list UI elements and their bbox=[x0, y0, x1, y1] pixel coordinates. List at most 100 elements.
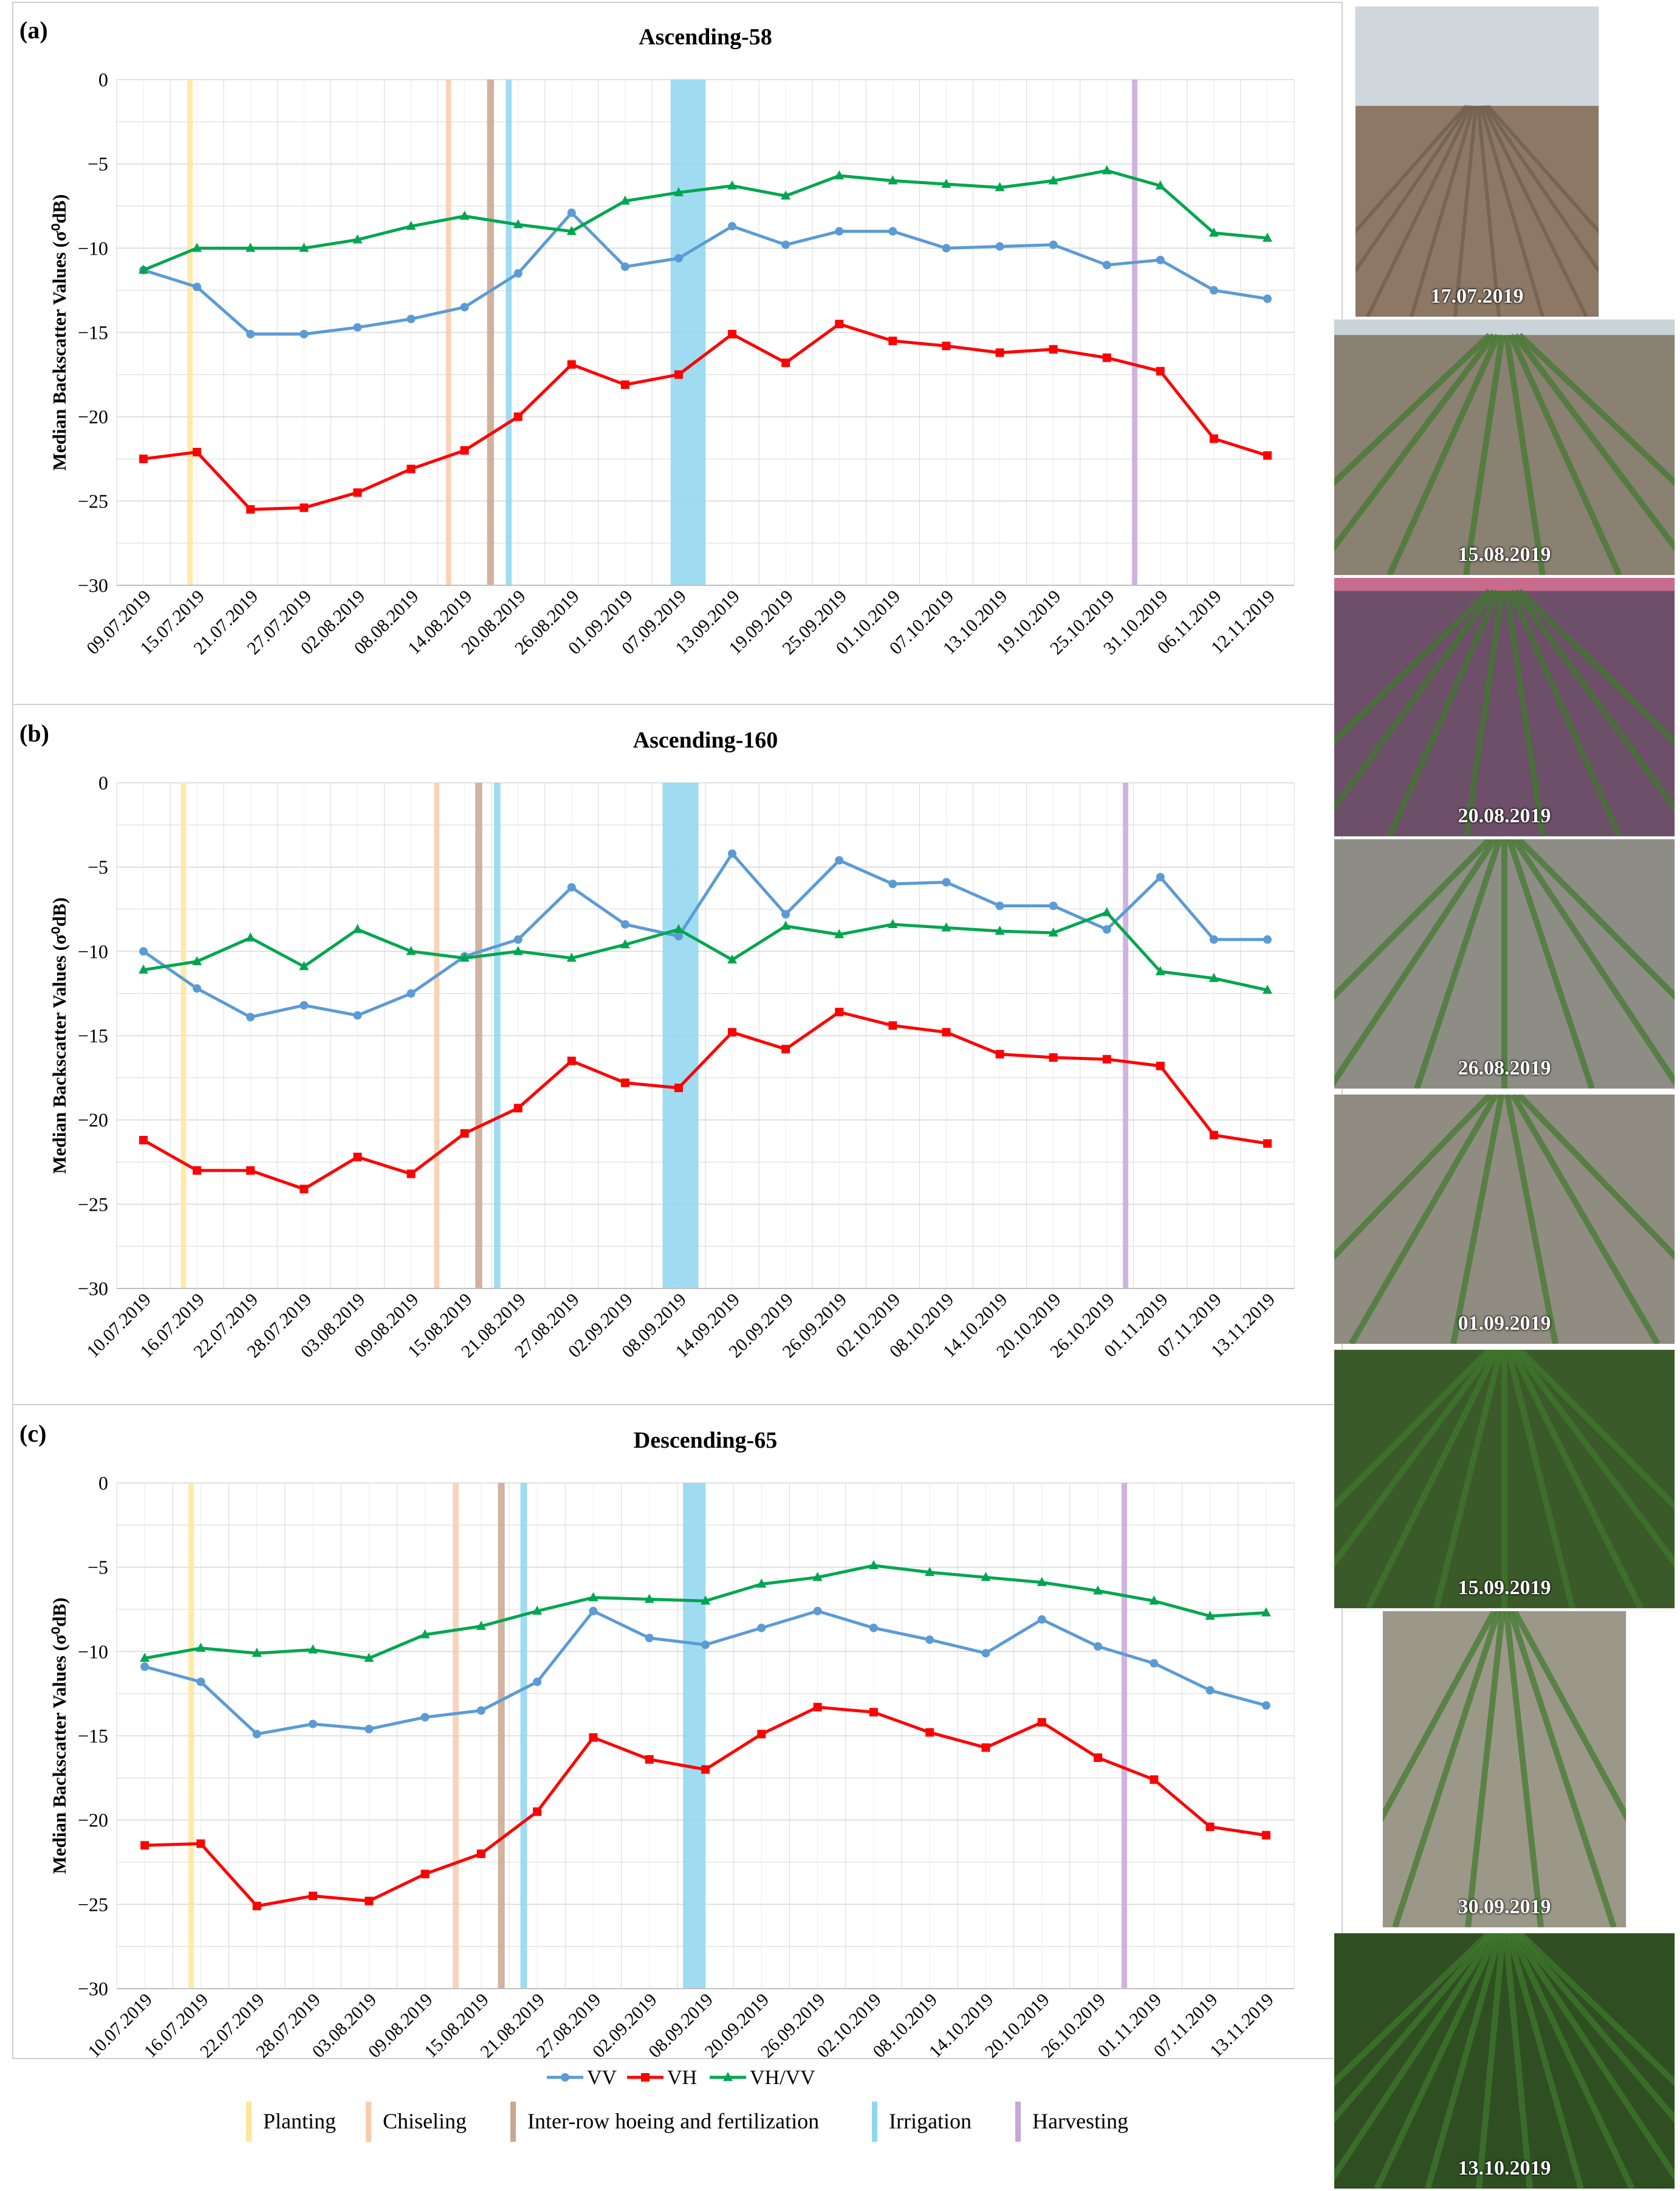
y-tick-label: −10 bbox=[78, 237, 108, 259]
data-point-vv bbox=[1156, 255, 1165, 264]
data-point-vh bbox=[140, 1841, 149, 1850]
data-point-vh-vv bbox=[1149, 1595, 1159, 1605]
photo-crop-row bbox=[1334, 1933, 1491, 2086]
photo-date-label: 15.08.2019 bbox=[1458, 543, 1551, 566]
data-point-vv bbox=[869, 1623, 878, 1632]
data-point-vh bbox=[1049, 1053, 1058, 1062]
data-point-vh bbox=[196, 1839, 205, 1848]
data-point-vh bbox=[1263, 451, 1272, 460]
photo-crop-row bbox=[1506, 1933, 1584, 2189]
data-point-vv bbox=[252, 1730, 261, 1739]
field-photo-drawing bbox=[1356, 7, 1599, 317]
data-point-vh-vv bbox=[756, 1578, 767, 1588]
photo-ground bbox=[1383, 1611, 1626, 1927]
data-point-vv bbox=[925, 1635, 934, 1644]
data-point-vv bbox=[942, 878, 951, 887]
data-point-vv bbox=[139, 947, 148, 956]
photo-crop-row bbox=[1425, 1933, 1503, 2189]
data-point-vh bbox=[620, 380, 629, 389]
data-point-vv bbox=[620, 920, 629, 929]
data-point-vv bbox=[513, 269, 523, 278]
data-point-vv bbox=[813, 1606, 822, 1615]
data-point-vv bbox=[1263, 294, 1272, 303]
data-point-vh bbox=[942, 342, 951, 351]
data-point-vv bbox=[1205, 1686, 1215, 1695]
y-tick-label: −5 bbox=[87, 856, 108, 878]
photo-crop-row bbox=[1507, 334, 1622, 575]
event-band-planting bbox=[187, 80, 193, 585]
data-point-vv bbox=[476, 1706, 485, 1715]
data-point-vh bbox=[193, 1166, 202, 1175]
data-point-vh-vv bbox=[1155, 966, 1165, 975]
data-point-vv bbox=[835, 227, 844, 236]
photo-crop-row bbox=[1334, 839, 1492, 1000]
legend-series-label: VV bbox=[587, 2066, 617, 2089]
data-point-vv bbox=[1156, 873, 1165, 882]
data-point-vh-vv bbox=[834, 170, 845, 180]
data-point-vv bbox=[460, 303, 469, 312]
field-photo-drawing bbox=[1334, 320, 1675, 575]
photo-crop-row bbox=[1387, 334, 1501, 575]
event-band-irrigation bbox=[662, 783, 699, 1288]
photo-crop-row bbox=[1503, 590, 1546, 836]
y-axis-label: Median Backscatter Values (σ⁰dB) bbox=[49, 898, 70, 1174]
y-tick-label: −15 bbox=[78, 1025, 108, 1047]
photo-crop-row bbox=[1453, 105, 1478, 317]
data-point-vh bbox=[567, 1056, 576, 1065]
legend-event-swatch bbox=[872, 2102, 877, 2142]
photo-crop-row bbox=[1517, 588, 1675, 746]
data-point-vh-vv bbox=[566, 225, 577, 235]
legend-event-swatch bbox=[1015, 2102, 1021, 2142]
data-point-vh-vv bbox=[532, 1605, 543, 1615]
data-point-vh bbox=[353, 488, 362, 497]
data-point-vv bbox=[781, 240, 790, 249]
data-point-vv bbox=[888, 879, 897, 889]
photo-crop-row bbox=[1463, 334, 1506, 575]
data-point-vh bbox=[1261, 1831, 1270, 1840]
data-point-vv bbox=[567, 882, 576, 892]
panel-divider bbox=[12, 704, 1343, 705]
data-point-vh-vv bbox=[925, 1566, 935, 1576]
data-point-vh bbox=[589, 1733, 598, 1742]
photo-column: 17.07.2019 15.08.2019 20.08.2019 26.08.2019… bbox=[1334, 0, 1680, 2191]
photo-crop-row bbox=[1334, 1933, 1494, 2124]
data-point-vh-vv bbox=[406, 946, 416, 955]
data-point-vv bbox=[1209, 935, 1218, 944]
data-point-vv bbox=[1049, 240, 1058, 249]
y-tick-label: −15 bbox=[78, 1725, 108, 1747]
data-point-vh bbox=[1209, 434, 1218, 443]
data-point-vh-vv bbox=[588, 1592, 598, 1601]
data-point-vh bbox=[981, 1743, 990, 1752]
data-point-vh-vv bbox=[941, 178, 951, 188]
data-point-vh bbox=[420, 1869, 430, 1879]
event-band-harvesting bbox=[1123, 783, 1128, 1288]
data-point-vh bbox=[139, 455, 148, 463]
data-point-vv bbox=[300, 329, 309, 339]
data-point-vh-vv bbox=[352, 234, 363, 244]
chart-title: Descending-65 bbox=[634, 1428, 777, 1453]
data-point-vv bbox=[193, 984, 202, 993]
chart-a-svg: (a) Ascending-58 0 −5 −10 −15 −20 −25 −30 Median … bbox=[19, 16, 1295, 658]
data-point-vh-vv bbox=[459, 210, 470, 220]
data-point-vh-vv bbox=[513, 946, 523, 955]
data-point-vh-vv bbox=[727, 180, 738, 190]
data-point-vh bbox=[1156, 1061, 1165, 1070]
data-point-vv bbox=[728, 849, 737, 858]
photo-crop-row bbox=[1513, 1350, 1675, 1568]
data-point-vh-vv bbox=[812, 1572, 823, 1581]
data-point-vv bbox=[995, 901, 1004, 910]
y-axis-label: Median Backscatter Values (σ⁰dB) bbox=[49, 194, 70, 471]
data-point-vh bbox=[1037, 1718, 1046, 1727]
field-photo-drawing bbox=[1334, 1933, 1675, 2189]
data-point-vh bbox=[757, 1730, 766, 1739]
data-point-vh-vv bbox=[420, 1629, 430, 1639]
data-point-vh bbox=[888, 336, 897, 345]
photo-date-label: 13.10.2019 bbox=[1458, 2157, 1551, 2179]
data-point-vh-vv bbox=[352, 924, 363, 934]
photo-crop-row bbox=[1334, 1350, 1496, 1568]
series-line-vv bbox=[143, 211, 1268, 336]
panel-label: (b) bbox=[19, 720, 49, 747]
photo-sky bbox=[1334, 578, 1675, 591]
photo-crop-row bbox=[1503, 1933, 1533, 2189]
photo-crop-row bbox=[1334, 589, 1497, 813]
